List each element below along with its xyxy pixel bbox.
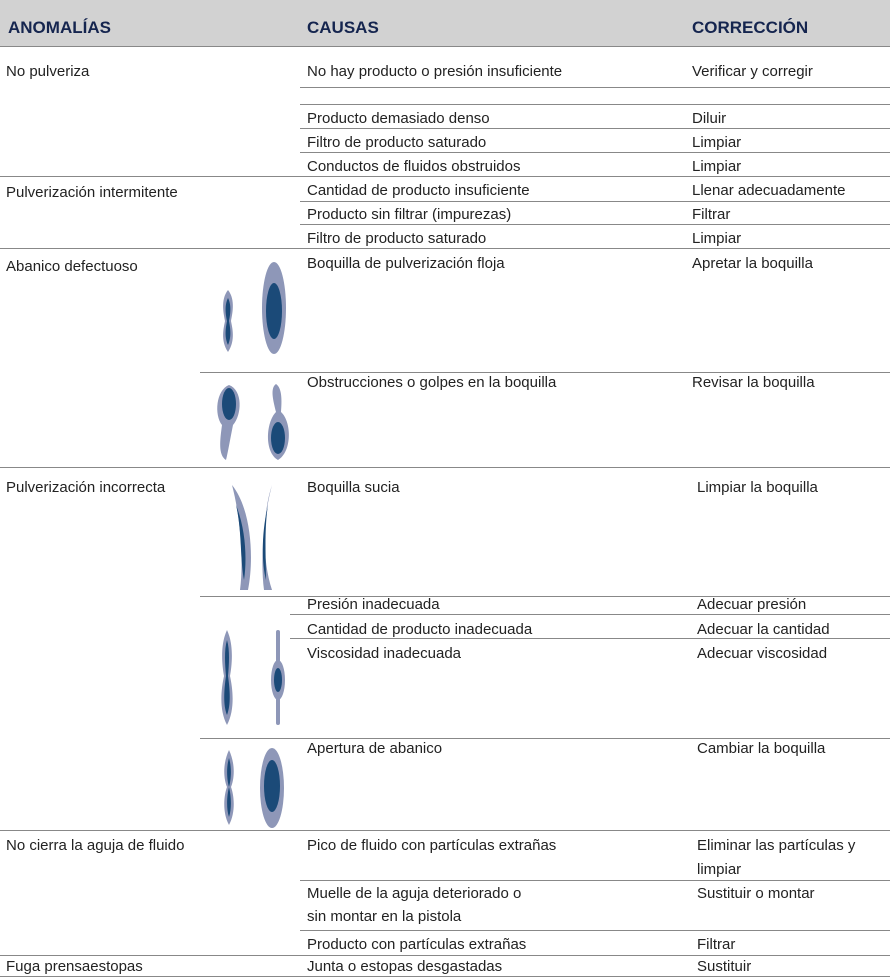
pattern [262,485,272,590]
pattern [221,630,233,725]
correction: Eliminar las partículas y [697,837,856,854]
anomaly: No cierra la aguja de fluido [6,837,185,854]
correction: Limpiar [692,230,742,247]
header-correccion: CORRECCIÓN [692,18,809,37]
pattern [262,262,286,354]
cause: Muelle de la aguja deteriorado o [307,885,522,902]
cause: Viscosidad inadecuada [307,645,462,662]
row-rule [0,955,890,956]
row-rule [300,104,890,105]
correction: Adecuar la cantidad [697,621,830,638]
row-rule [0,248,890,249]
row-rule [290,614,890,615]
row-rule [290,638,890,639]
correction: Limpiar [692,158,742,175]
cause: Filtro de producto saturado [307,134,487,151]
cause: Conductos de fluidos obstruidos [307,158,521,175]
anomaly: Fuga prensaestopas [6,958,143,975]
row-rule [300,152,890,153]
pattern [271,630,285,725]
cause: Producto sin filtrar (impurezas) [307,206,512,223]
cause: sin montar en la pistola [307,908,462,925]
pattern [223,290,233,352]
row-rule [200,738,890,739]
row-rule [200,596,890,597]
row-rule [0,46,890,47]
correction: Sustituir [697,958,752,975]
header-bar: ANOMALÍAS CAUSAS CORRECCIÓN [0,0,890,47]
cause: No hay producto o presión insuficiente [307,63,563,80]
row-rule [300,128,890,129]
row-rule [200,372,890,373]
correction: Apretar la boquilla [692,255,813,272]
cause: Boquilla de pulverización floja [307,255,505,272]
cause: Presión inadecuada [307,596,440,613]
cause: Boquilla sucia [307,479,400,496]
cause: Junta o estopas desgastadas [307,958,503,975]
cause: Cantidad de producto inadecuada [307,621,533,638]
row-rule [300,930,890,931]
cause: Obstrucciones o golpes en la boquilla [307,374,557,391]
correction: Filtrar [697,936,736,953]
correction: Limpiar [692,134,742,151]
cause: Pico de fluido con partículas extrañas [307,837,557,854]
correction: Adecuar presión [697,596,807,613]
pattern [224,750,234,825]
correction: Diluir [692,110,727,127]
header-causas: CAUSAS [307,18,379,37]
row-rule [300,880,890,881]
correction: Limpiar la boquilla [697,479,818,496]
anomaly: Abanico defectuoso [6,258,138,275]
correction: limpiar [697,861,742,878]
anomaly: Pulverización incorrecta [6,479,166,496]
correction: Revisar la boquilla [692,374,815,391]
correction: Sustituir o montar [697,885,815,902]
correction: Cambiar la boquilla [697,740,826,757]
row-rule [0,176,890,177]
pattern [260,748,284,828]
anomaly: No pulveriza [6,63,90,80]
pattern [232,485,251,590]
cause: Producto con partículas extrañas [307,936,527,953]
cause: Filtro de producto saturado [307,230,487,247]
cause: Producto demasiado denso [307,110,490,127]
cause: Cantidad de producto insuficiente [307,182,530,199]
correction: Llenar adecuadamente [692,182,846,199]
header-anomalias: ANOMALÍAS [8,18,111,37]
row-rule [0,976,890,977]
row-rule [300,87,890,88]
row-rule [300,224,890,225]
row-rule [0,830,890,831]
correction: Verificar y corregir [692,63,813,80]
pattern [217,385,240,460]
row-rule [0,467,890,468]
cause: Apertura de abanico [307,740,443,757]
correction: Filtrar [692,206,731,223]
row-rule [300,201,890,202]
correction: Adecuar viscosidad [697,645,828,662]
anomaly: Pulverización intermitente [6,184,178,201]
pattern [268,384,289,460]
